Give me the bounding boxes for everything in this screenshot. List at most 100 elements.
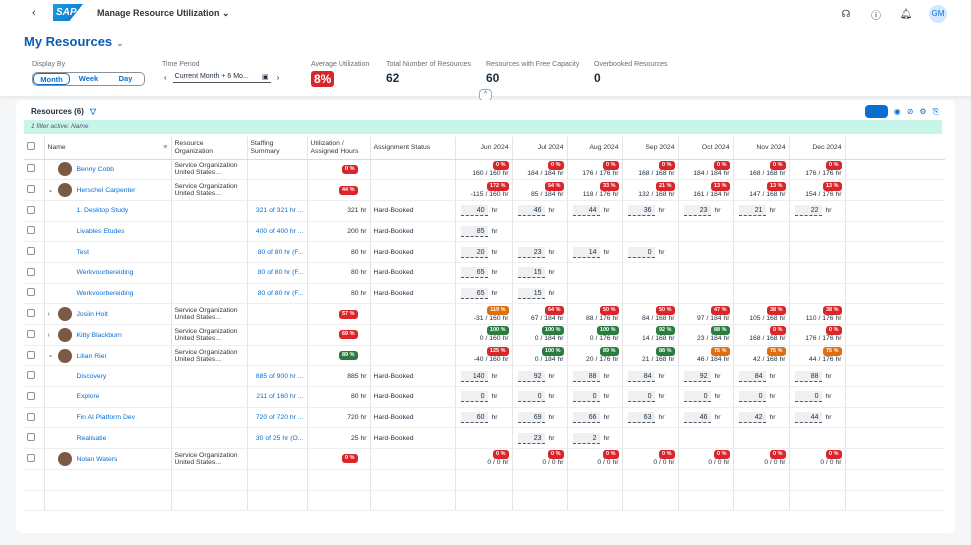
hours-input[interactable]: 140	[460, 370, 488, 382]
assignment-row[interactable]: 1. Desktop Study 321 of 321 hr ... 321 hr H…	[24, 200, 945, 222]
hours-input[interactable]: 22	[794, 205, 822, 217]
column-month[interactable]: Oct 2024	[678, 137, 734, 160]
display-week[interactable]: Week	[78, 74, 99, 83]
row-checkbox[interactable]	[24, 179, 45, 201]
expand-icon[interactable]: ⌄	[47, 186, 54, 194]
hours-input[interactable]: 0	[627, 391, 655, 403]
assignment-link[interactable]: Discovery	[76, 372, 107, 380]
hours-input[interactable]: 23	[683, 205, 711, 217]
assignment-link[interactable]: Fin AI Platform Dev	[76, 414, 136, 422]
row-checkbox[interactable]	[24, 283, 45, 305]
column-month[interactable]: Jun 2024	[455, 137, 513, 160]
column-status[interactable]: Assignment Status	[370, 137, 456, 160]
user-avatar[interactable]: GM	[929, 5, 947, 23]
hide-icon[interactable]: ⊘	[906, 107, 914, 116]
expand-icon[interactable]: ›	[47, 310, 50, 318]
hours-input[interactable]: 69	[517, 412, 545, 424]
sort-icon[interactable]: ≡	[163, 143, 168, 151]
assignment-link[interactable]: Werkvoorbereiding	[76, 289, 134, 297]
hours-input[interactable]: 44	[794, 412, 822, 424]
assignment-link[interactable]: Explore	[76, 393, 100, 401]
row-checkbox[interactable]	[24, 159, 45, 181]
row-checkbox[interactable]	[24, 427, 45, 450]
sap-logo[interactable]: SAP	[53, 4, 83, 21]
assignment-row[interactable]: Explore 211 of 160 hr ... 80 hr Hard-Booked…	[24, 386, 945, 408]
assignment-row[interactable]: Test 80 of 80 hr (F... 80 hr Hard-Booked 20 h…	[24, 241, 945, 263]
hours-input[interactable]: 65	[460, 267, 488, 279]
hours-input[interactable]: 21	[738, 205, 766, 217]
hours-input[interactable]: 23	[517, 432, 545, 444]
filter-icon[interactable]: ▽	[89, 107, 97, 116]
app-title-menu[interactable]: Manage Resource Utilization ⌄	[97, 8, 230, 18]
hours-input[interactable]: 84	[627, 370, 655, 382]
staffing-summary-link[interactable]: 720 of 720 hr ...	[255, 414, 304, 422]
display-day[interactable]: Day	[118, 74, 133, 83]
row-checkbox[interactable]	[24, 386, 45, 408]
staffing-summary-link[interactable]: 321 of 321 hr ...	[255, 207, 304, 215]
assignment-row[interactable]: Werkvoorbereiding 80 of 80 hr (F... 80 hr H…	[24, 262, 945, 284]
hours-input[interactable]: 2	[572, 432, 600, 444]
hours-input[interactable]: 44	[572, 205, 600, 217]
show-icon[interactable]: ◉	[893, 107, 901, 116]
column-month[interactable]: Dec 2024	[789, 137, 846, 160]
row-checkbox[interactable]	[24, 200, 45, 222]
help-icon[interactable]: ⓘ	[871, 10, 881, 22]
hours-input[interactable]: 15	[517, 287, 545, 299]
variant-title[interactable]: My Resources ⌄	[24, 34, 124, 49]
display-by-segmented[interactable]: Month Week Day	[32, 72, 145, 86]
assignment-row[interactable]: Livables Etudes 400 of 400 hr ... 200 hr Ha…	[24, 221, 945, 243]
row-checkbox[interactable]	[24, 241, 45, 263]
hours-input[interactable]: 85	[460, 225, 488, 237]
back-button[interactable]: ‹	[32, 7, 36, 19]
staffing-summary-link[interactable]: 211 of 160 hr ...	[256, 393, 304, 401]
row-checkbox[interactable]	[24, 324, 45, 346]
edit-button[interactable]: Edit	[864, 105, 888, 118]
assignment-link[interactable]: 1. Desktop Study	[76, 207, 129, 215]
column-month[interactable]: Nov 2024	[733, 137, 790, 160]
expand-icon[interactable]: ›	[47, 331, 50, 339]
assignment-row[interactable]: Realisatie 30 of 25 hr (O... 25 hr Hard-Boo…	[24, 427, 945, 450]
resource-row[interactable]: › Josiin Holt Service Organization United S…	[24, 303, 945, 325]
hours-input[interactable]: 42	[738, 412, 766, 424]
hours-input[interactable]: 92	[517, 370, 545, 382]
assignment-row[interactable]: Discovery 885 of 900 hr ... 885 hr Hard-Boo…	[24, 365, 945, 388]
hours-input[interactable]: 88	[572, 370, 600, 382]
row-checkbox[interactable]	[24, 303, 45, 325]
column-month[interactable]: Aug 2024	[567, 137, 623, 160]
display-month[interactable]: Month	[33, 73, 70, 85]
hours-input[interactable]: 36	[627, 205, 655, 217]
row-checkbox[interactable]	[24, 221, 45, 243]
time-period-input[interactable]: Current Month + 6 Mo... ▣	[172, 72, 271, 83]
hours-input[interactable]: 60	[460, 412, 488, 424]
staffing-summary-link[interactable]: 80 of 80 hr (F...	[257, 269, 304, 277]
hours-input[interactable]: 0	[794, 391, 822, 403]
staffing-summary-link[interactable]: 80 of 80 hr (F...	[257, 289, 304, 297]
hours-input[interactable]: 63	[627, 412, 655, 424]
column-name[interactable]: Name ≡	[44, 137, 172, 160]
hours-input[interactable]: 88	[794, 370, 822, 382]
resource-row[interactable]: ⌄ Herschel Carpenter Service Organization U…	[24, 179, 945, 201]
hours-input[interactable]: 20	[460, 246, 488, 258]
hours-input[interactable]: 46	[683, 412, 711, 424]
hours-input[interactable]: 46	[517, 205, 545, 217]
hours-input[interactable]: 84	[738, 370, 766, 382]
resource-name-link[interactable]: Benny Cobb	[76, 166, 114, 174]
hours-input[interactable]: 14	[572, 246, 600, 258]
bell-icon[interactable]: 🔔︎	[899, 8, 913, 20]
resource-name-link[interactable]: Herschel Carpenter	[76, 186, 136, 194]
headset-icon[interactable]: ☊	[841, 8, 851, 20]
next-period-button[interactable]: ›	[276, 73, 280, 82]
staffing-summary-link[interactable]: 80 of 80 hr (F...	[257, 248, 304, 256]
hours-input[interactable]: 23	[517, 246, 545, 258]
row-checkbox[interactable]	[24, 365, 45, 388]
column-month[interactable]: Jul 2024	[512, 137, 568, 160]
assignment-link[interactable]: Realisatie	[76, 434, 107, 442]
resource-row[interactable]: › Kitty Blackburn Service Organization Unit…	[24, 324, 945, 346]
hours-input[interactable]: 0	[572, 391, 600, 403]
assignment-link[interactable]: Werkvoorbereiding	[76, 269, 134, 277]
settings-icon[interactable]: ⚙	[919, 107, 927, 116]
column-month[interactable]: Sep 2024	[622, 137, 679, 160]
row-checkbox[interactable]	[24, 448, 45, 470]
hours-input[interactable]: 15	[517, 267, 545, 279]
row-checkbox[interactable]	[24, 407, 45, 429]
